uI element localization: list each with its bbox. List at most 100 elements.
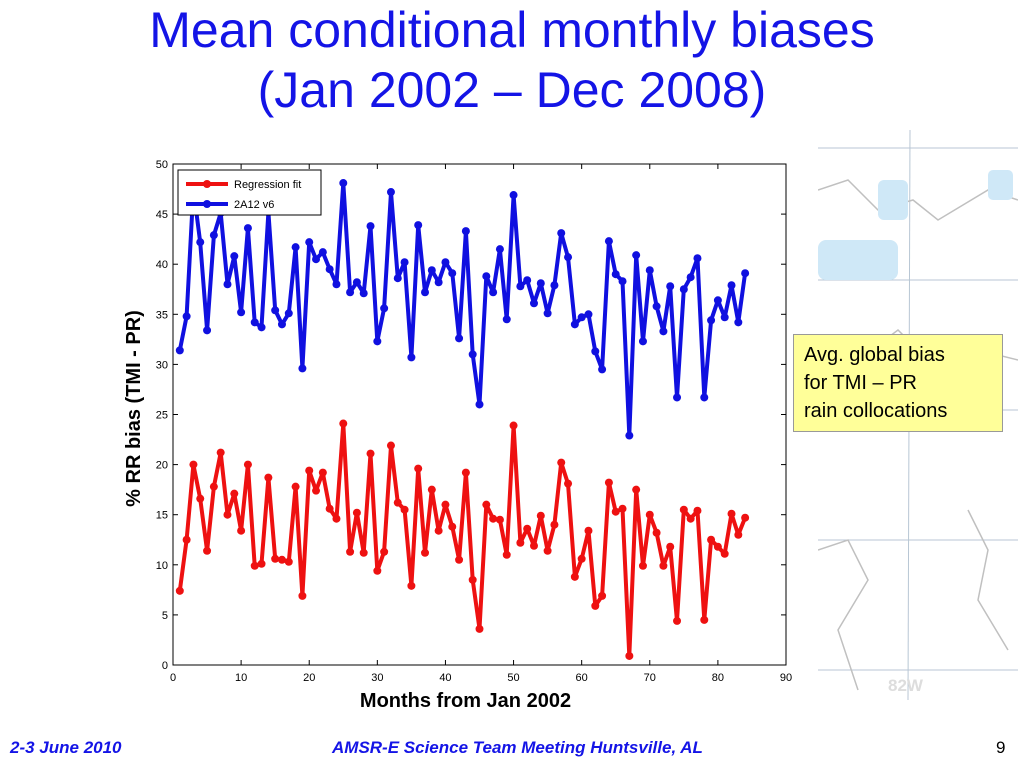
data-point-series-2 — [284, 309, 293, 318]
data-point-series-1 — [400, 505, 409, 514]
data-point-series-1 — [271, 554, 280, 563]
data-point-series-1 — [373, 566, 382, 575]
data-point-series-1 — [414, 464, 423, 473]
data-point-series-2 — [455, 334, 464, 343]
data-point-series-2 — [720, 313, 729, 322]
data-point-series-1 — [618, 504, 627, 513]
data-point-series-2 — [618, 277, 627, 286]
data-point-series-2 — [727, 281, 736, 290]
callout-box: Avg. global bias for TMI – PR rain collo… — [793, 334, 1003, 432]
data-point-series-2 — [298, 364, 307, 373]
data-point-series-2 — [359, 289, 368, 298]
data-point-series-1 — [352, 508, 361, 517]
data-point-series-1 — [727, 509, 736, 518]
data-point-series-1 — [741, 513, 750, 522]
y-tick-label: 35 — [156, 309, 168, 321]
data-point-series-1 — [598, 591, 607, 600]
data-point-series-1 — [591, 601, 600, 610]
data-point-series-2 — [271, 306, 280, 315]
data-point-series-2 — [461, 227, 470, 236]
data-point-series-1 — [291, 482, 300, 491]
data-point-series-1 — [693, 506, 702, 515]
data-point-series-2 — [386, 188, 395, 197]
data-point-series-2 — [421, 288, 430, 297]
data-point-series-2 — [203, 326, 212, 335]
data-point-series-2 — [393, 274, 402, 283]
y-tick-label: 5 — [162, 610, 168, 622]
data-point-series-1 — [502, 550, 511, 559]
data-point-series-2 — [529, 299, 538, 308]
data-point-series-1 — [284, 557, 293, 566]
data-point-series-1 — [189, 460, 198, 469]
data-point-series-2 — [591, 347, 600, 356]
data-point-series-2 — [373, 337, 382, 346]
data-point-series-1 — [393, 498, 402, 507]
data-point-series-1 — [707, 535, 716, 544]
data-point-series-1 — [564, 479, 573, 488]
data-point-series-2 — [380, 304, 389, 313]
x-tick-label: 0 — [170, 672, 176, 684]
data-point-series-2 — [325, 265, 334, 274]
y-axis-label: % RR bias (TMI - PR) — [123, 310, 145, 507]
data-point-series-2 — [611, 270, 620, 279]
data-point-series-1 — [529, 541, 538, 550]
data-point-series-2 — [366, 222, 375, 231]
y-tick-label: 30 — [156, 359, 168, 371]
data-point-series-1 — [638, 561, 647, 570]
data-point-series-2 — [713, 296, 722, 305]
data-point-series-1 — [652, 528, 661, 537]
series-line-2 — [177, 181, 748, 438]
data-point-series-1 — [700, 615, 709, 624]
legend-marker-2 — [203, 200, 211, 208]
data-point-series-2 — [182, 312, 191, 321]
data-point-series-1 — [209, 482, 218, 491]
data-point-series-2 — [502, 315, 511, 324]
data-point-series-2 — [536, 279, 545, 288]
data-point-series-2 — [400, 258, 409, 267]
data-point-series-2 — [625, 431, 634, 440]
data-point-series-2 — [482, 272, 491, 281]
x-tick-label: 70 — [644, 672, 656, 684]
data-point-series-2 — [339, 179, 348, 188]
data-point-series-1 — [203, 546, 212, 555]
data-point-series-1 — [305, 466, 314, 475]
x-tick-label: 10 — [235, 672, 247, 684]
data-point-series-1 — [312, 486, 321, 495]
data-point-series-1 — [421, 548, 430, 557]
data-point-series-1 — [604, 478, 613, 487]
data-point-series-1 — [645, 510, 654, 519]
data-point-series-1 — [584, 526, 593, 535]
data-point-series-1 — [325, 504, 334, 513]
data-point-series-2 — [679, 285, 688, 294]
data-point-series-2 — [741, 269, 750, 278]
data-point-series-2 — [230, 252, 239, 261]
data-point-series-2 — [223, 280, 232, 289]
data-point-series-2 — [209, 231, 218, 240]
data-point-series-2 — [434, 278, 443, 287]
data-point-series-2 — [427, 266, 436, 275]
data-point-series-2 — [550, 281, 559, 290]
data-point-series-1 — [516, 538, 525, 547]
data-point-series-1 — [243, 460, 252, 469]
data-point-series-1 — [332, 514, 341, 523]
x-tick-label: 50 — [507, 672, 519, 684]
data-point-series-2 — [250, 318, 259, 327]
data-point-series-2 — [448, 269, 457, 278]
data-point-series-2 — [196, 238, 205, 247]
data-point-series-2 — [414, 221, 423, 230]
data-point-series-2 — [305, 238, 314, 247]
y-tick-label: 45 — [156, 209, 168, 221]
data-point-series-1 — [475, 624, 484, 633]
data-point-series-1 — [182, 535, 191, 544]
y-tick-label: 15 — [156, 510, 168, 522]
data-point-series-1 — [407, 581, 416, 590]
data-point-series-2 — [564, 253, 573, 262]
data-point-series-1 — [359, 548, 368, 557]
data-point-series-2 — [700, 393, 709, 402]
footer-date: 2-3 June 2010 — [10, 738, 122, 757]
data-point-series-2 — [543, 309, 552, 318]
data-point-series-2 — [673, 393, 682, 402]
data-point-series-1 — [318, 468, 327, 477]
data-point-series-1 — [386, 441, 395, 450]
